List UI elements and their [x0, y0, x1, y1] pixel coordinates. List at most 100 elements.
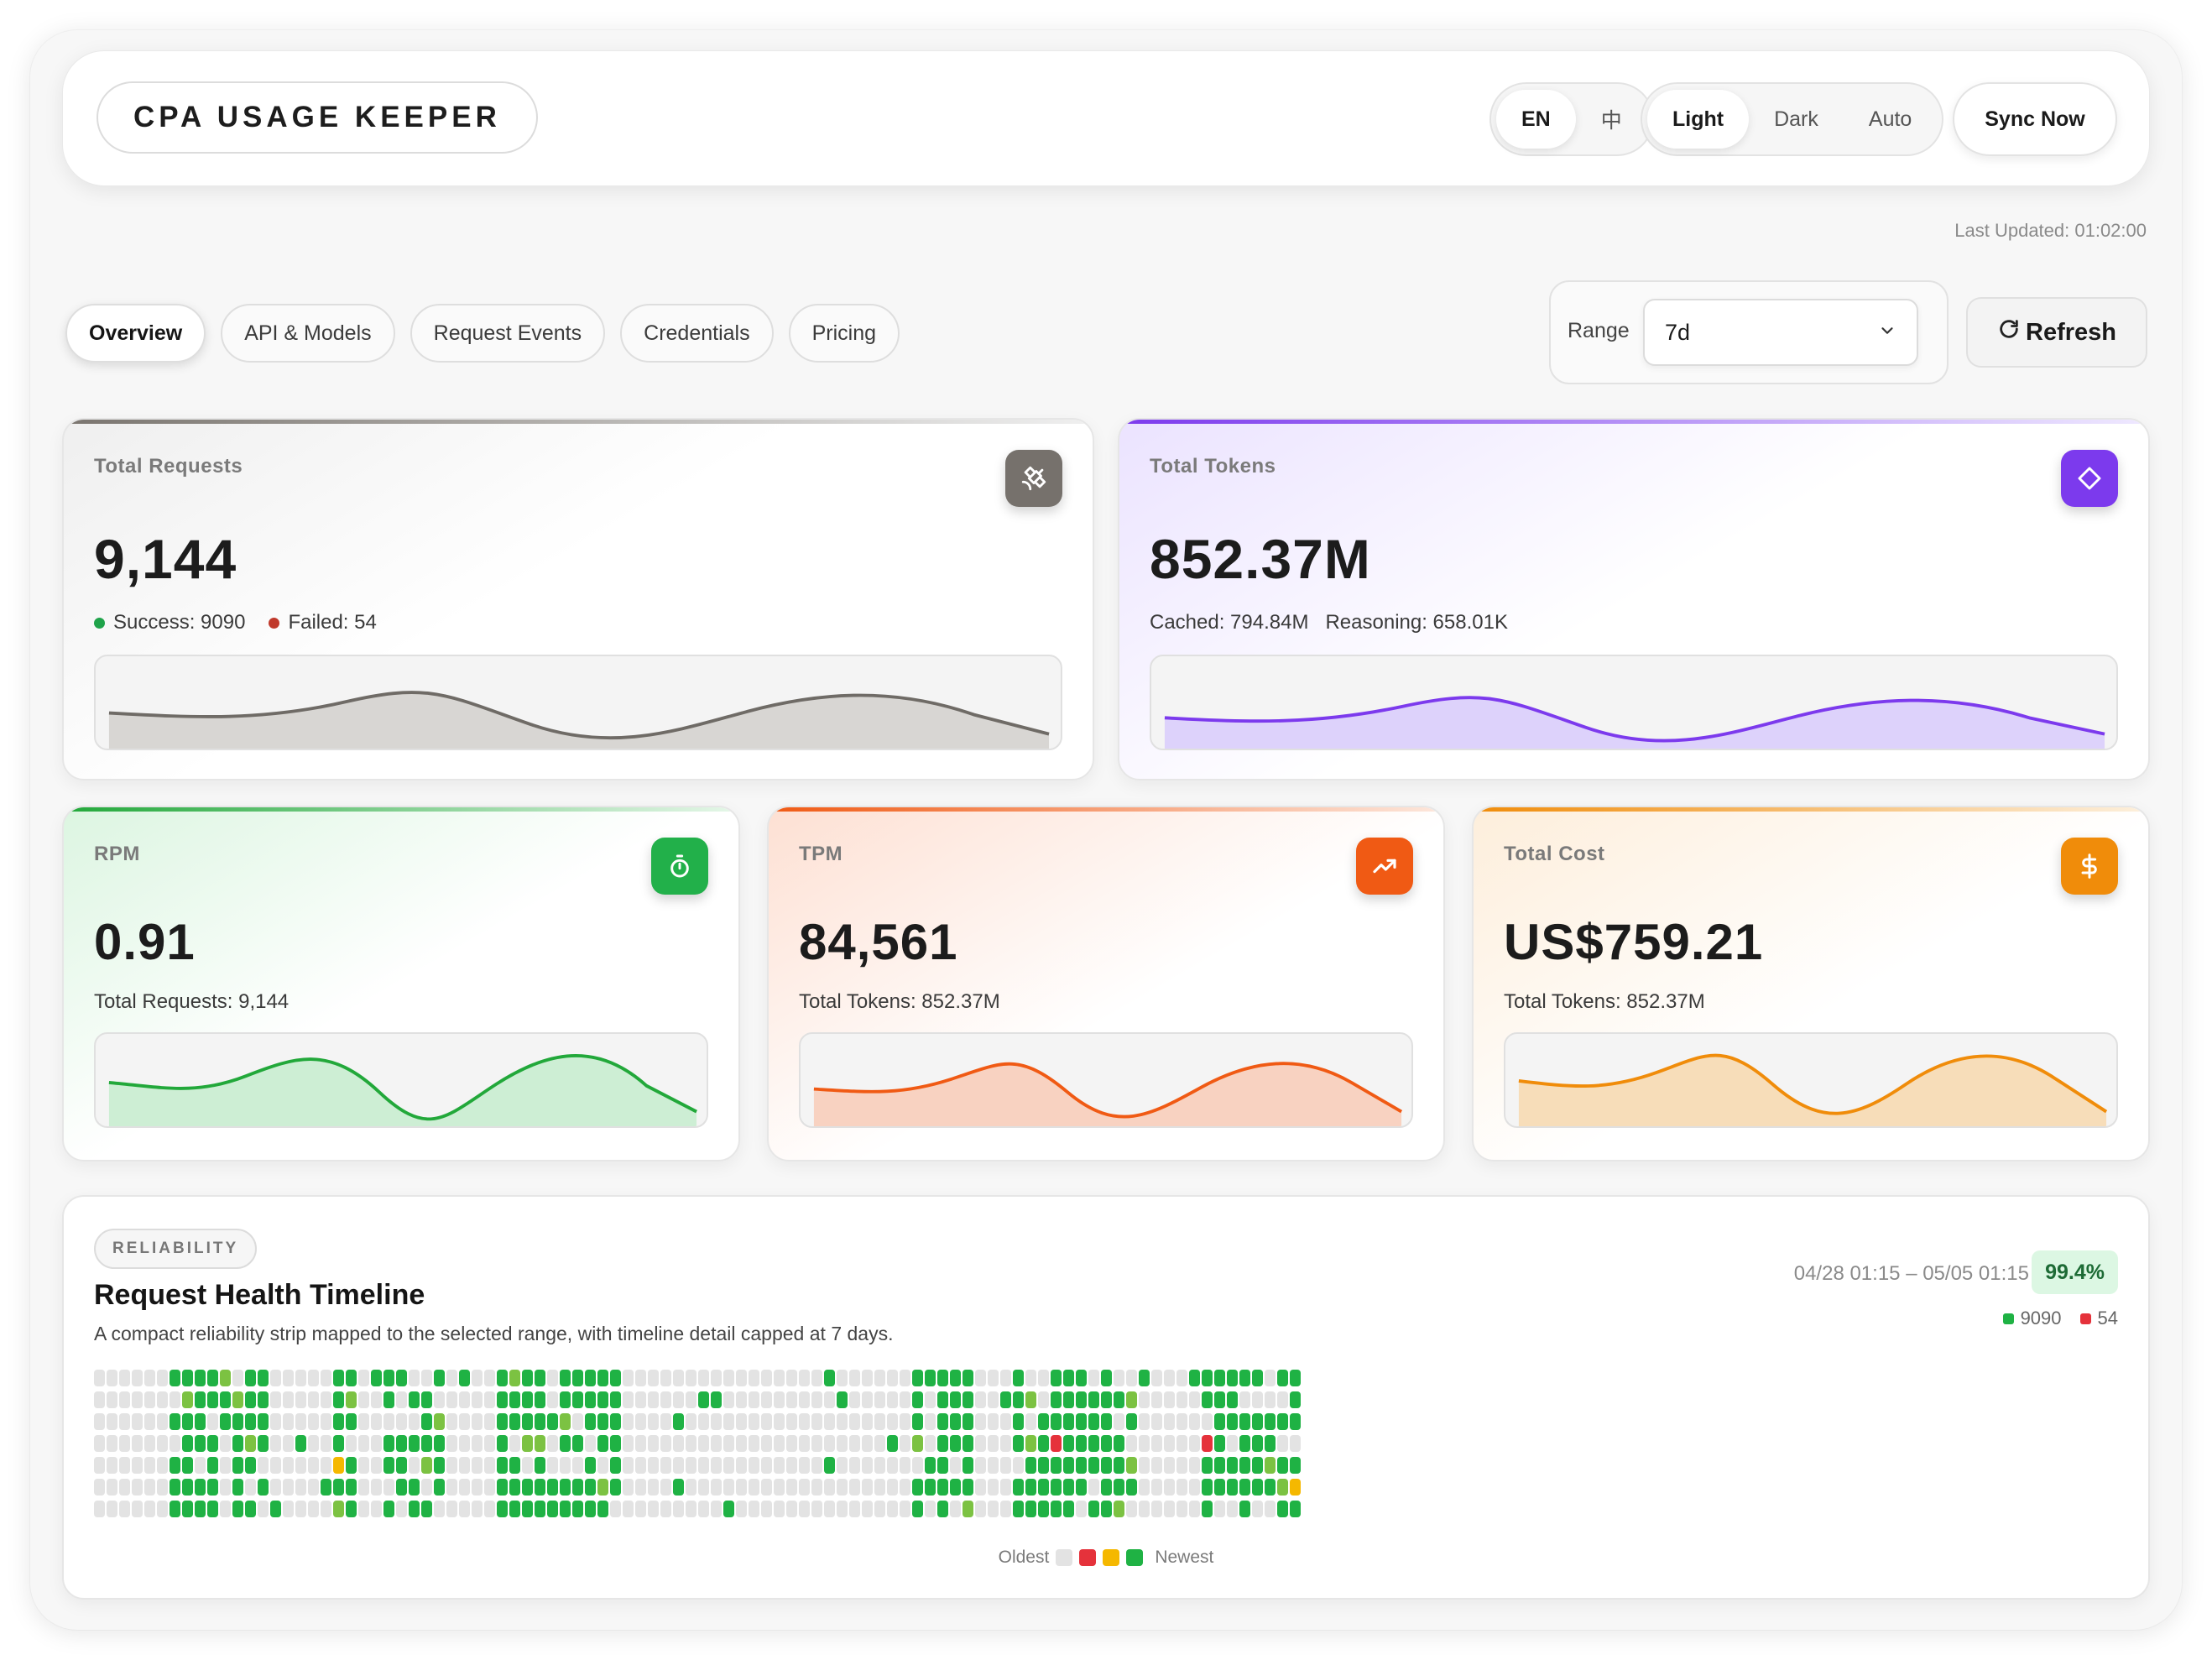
health-cell — [459, 1391, 470, 1408]
health-cell — [358, 1370, 369, 1386]
health-cell — [975, 1479, 986, 1496]
health-cell — [1013, 1370, 1024, 1386]
health-cell — [1252, 1413, 1263, 1430]
health-cell — [799, 1479, 810, 1496]
language-option-zh[interactable]: 中 — [1600, 109, 1622, 133]
health-cell — [484, 1413, 495, 1430]
health-cell — [937, 1457, 948, 1474]
card-subtext: Success: 9090 Failed: 54 — [94, 611, 377, 634]
health-cell — [421, 1391, 432, 1408]
health-cell — [170, 1435, 180, 1452]
health-cell — [434, 1391, 445, 1408]
health-cell — [1139, 1501, 1150, 1517]
health-cell — [937, 1435, 948, 1452]
health-cell — [220, 1435, 231, 1452]
health-cell — [811, 1413, 822, 1430]
health-cell — [937, 1391, 948, 1408]
health-cell — [371, 1435, 382, 1452]
health-cell — [434, 1413, 445, 1430]
health-cell — [749, 1479, 759, 1496]
tab-pricing[interactable]: Pricing — [788, 304, 900, 363]
theme-option-auto[interactable]: Auto — [1868, 107, 1912, 131]
health-cell — [1227, 1391, 1238, 1408]
health-cell — [1051, 1435, 1062, 1452]
health-cell — [1214, 1413, 1225, 1430]
health-cell — [459, 1501, 470, 1517]
tab-api-models[interactable]: API & Models — [221, 304, 395, 363]
health-cell — [912, 1391, 923, 1408]
health-cell — [522, 1413, 533, 1430]
health-cell — [610, 1479, 621, 1496]
health-cell — [484, 1435, 495, 1452]
tpm-card: TPM 84,561 Total Tokens: 852.37M — [767, 806, 1445, 1161]
health-cell — [94, 1370, 105, 1386]
health-cell — [157, 1370, 168, 1386]
rpm-card: RPM 0.91 Total Requests: 9,144 — [62, 806, 740, 1161]
health-cell — [1277, 1413, 1288, 1430]
health-cell — [1025, 1370, 1036, 1386]
health-cell — [396, 1479, 407, 1496]
health-cell — [660, 1501, 671, 1517]
health-cell — [623, 1435, 634, 1452]
health-cell — [1265, 1435, 1276, 1452]
main-tabs: Overview API & Models Request Events Cre… — [65, 304, 900, 363]
health-cell — [786, 1479, 797, 1496]
health-cell — [1139, 1457, 1150, 1474]
health-cell — [736, 1370, 747, 1386]
health-cell — [925, 1501, 936, 1517]
tab-request-events[interactable]: Request Events — [410, 304, 606, 363]
health-cell — [925, 1457, 936, 1474]
health-cell — [1189, 1479, 1200, 1496]
health-cell — [1063, 1413, 1074, 1430]
health-cell — [560, 1413, 571, 1430]
health-cell — [686, 1413, 696, 1430]
health-cell — [1025, 1457, 1036, 1474]
health-cell — [522, 1391, 533, 1408]
health-cell — [459, 1457, 470, 1474]
health-cell — [824, 1435, 835, 1452]
health-cell — [107, 1435, 117, 1452]
health-cell — [597, 1370, 608, 1386]
health-cell — [1063, 1479, 1074, 1496]
health-cell — [572, 1435, 583, 1452]
health-cell — [220, 1413, 231, 1430]
theme-option-light[interactable]: Light — [1647, 90, 1750, 149]
health-cell — [1202, 1413, 1213, 1430]
health-cell — [1025, 1391, 1036, 1408]
health-cell — [912, 1413, 923, 1430]
health-cell — [1101, 1457, 1112, 1474]
health-cell — [119, 1391, 130, 1408]
total-cost-card: Total Cost US$759.21 Total Tokens: 852.3… — [1472, 806, 2150, 1161]
tab-credentials[interactable]: Credentials — [620, 304, 774, 363]
health-cell — [711, 1457, 722, 1474]
health-cell — [434, 1501, 445, 1517]
health-cell — [535, 1413, 545, 1430]
health-cell — [1164, 1413, 1175, 1430]
health-cell — [1227, 1457, 1238, 1474]
health-cell — [182, 1435, 193, 1452]
health-cell — [1000, 1413, 1011, 1430]
language-option-en[interactable]: EN — [1496, 90, 1576, 149]
tab-overview[interactable]: Overview — [65, 304, 206, 363]
health-cell — [383, 1413, 394, 1430]
range-select[interactable]: 7d — [1643, 299, 1918, 366]
health-cell — [585, 1370, 596, 1386]
health-cell — [1164, 1391, 1175, 1408]
health-cell — [1189, 1370, 1200, 1386]
health-cell — [207, 1391, 218, 1408]
theme-option-dark[interactable]: Dark — [1774, 107, 1818, 131]
health-cell — [472, 1391, 483, 1408]
health-cell — [132, 1370, 143, 1386]
health-cell — [736, 1479, 747, 1496]
trending-up-icon — [1356, 838, 1413, 895]
health-cell — [1151, 1370, 1162, 1386]
health-cell — [1088, 1391, 1099, 1408]
health-cell — [144, 1435, 155, 1452]
health-cell — [207, 1479, 218, 1496]
health-cell — [837, 1391, 848, 1408]
sync-now-button[interactable]: Sync Now — [1953, 82, 2117, 156]
health-cell — [1202, 1457, 1213, 1474]
refresh-button[interactable]: Refresh — [1966, 297, 2147, 368]
health-cell — [1202, 1479, 1213, 1496]
health-cell — [1076, 1435, 1087, 1452]
